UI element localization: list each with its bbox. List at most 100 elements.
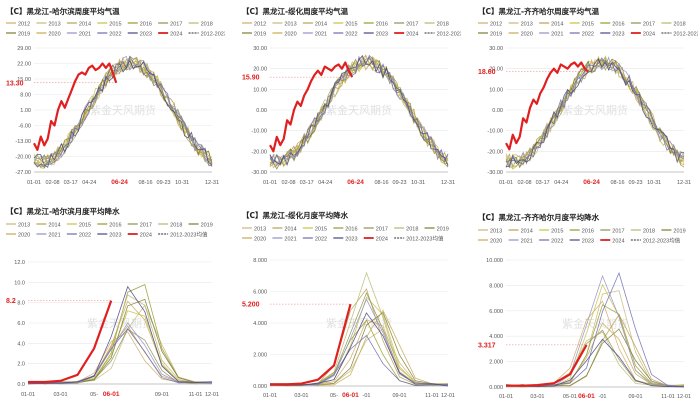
x-tick-label: 03-01 [530, 394, 544, 400]
legend-label: 2019 [18, 32, 30, 38]
x-tick-label: 03-17 [536, 180, 550, 186]
x-tick-label: 12-01 [205, 392, 219, 398]
x-tick-label: 03-17 [64, 180, 78, 186]
legend-label: 2020 [284, 32, 296, 38]
legend-label: 2019 [673, 229, 685, 235]
x-tick-label: -01 [598, 394, 606, 400]
y-tick-label: -30.00 [487, 170, 503, 176]
x-tick-label: 08-16 [610, 180, 624, 186]
x-tick-label: 10-31 [647, 180, 661, 186]
series-line-2023 [269, 54, 449, 167]
y-tick-label: 10.0 [14, 280, 25, 286]
y-tick-label: 8.00 [20, 93, 31, 99]
chart-title: 【C】黑龙江-哈尔滨周度平均气温 [6, 7, 120, 16]
legend-label: 2022 [551, 239, 563, 245]
legend-label: 2024 [612, 239, 624, 245]
legend: 2012 2013 2014 2015 2016 2017 2018 2019 2020 2021… [242, 22, 461, 38]
legend-label: 2022 [345, 32, 357, 38]
y-tick-label: 6.000 [253, 290, 267, 296]
legend: 2013 2014 2015 2016 2017 2018 2019 2020 2021 2022… [242, 227, 449, 243]
chart-suihua-temp: 【C】黑龙江-绥化周度平均气温 2012 2013 2014 2015 2016 2017… [236, 6, 461, 198]
y-tick-label: 10.00 [489, 87, 503, 93]
x-tick-label: 12-31 [205, 180, 219, 186]
legend-label: 2021 [79, 32, 91, 38]
x-tick-label: 08-16 [374, 180, 388, 186]
series-line-2022 [505, 57, 685, 165]
legend-label: 2015 [345, 22, 357, 28]
y-tick-label: 8.000 [253, 258, 267, 264]
series-line-2012 [27, 331, 213, 385]
y-tick-label: 30.00 [253, 46, 267, 52]
legend-label: 2018 [643, 229, 655, 235]
legend-label: 2017 [643, 22, 655, 28]
legend-label: 2013 [48, 22, 60, 28]
x-tick-label: 12-31 [677, 180, 691, 186]
chart-svg: 2013 2014 2015 2016 2017 2018 2019 2020 2021 2022… [6, 223, 219, 398]
y-tick-label: 4.000 [253, 321, 267, 327]
x-tick-label: 01-01 [263, 180, 277, 186]
legend-label: 2012-2023均值 [406, 235, 444, 243]
legend-label: 2022 [315, 237, 327, 243]
series-line-2024 [28, 300, 113, 384]
series-line-2020 [33, 57, 213, 168]
x-tick-highlight: 06-24 [347, 179, 364, 186]
legend-label: 2016 [345, 227, 357, 233]
legend-label: 2020 [521, 32, 533, 38]
legend-label: 2014 [48, 223, 60, 229]
legend-label: 2022 [582, 32, 594, 38]
y-tick-label: -13.00 [15, 139, 31, 145]
series-line-2016 [27, 284, 212, 385]
legend-label: 2014 [315, 22, 327, 28]
chart-qiqihar-temp: 【C】黑龙江-齐齐哈尔周度平均气温 2012 2013 2014 2015 2016 20… [472, 6, 698, 198]
legend-label: 2021 [521, 239, 533, 245]
legend: 2012 2013 2014 2015 2016 2017 2018 2019 2020 2021… [478, 22, 698, 38]
y-tick-label: 4.000 [489, 334, 503, 340]
y-tick-label: 2.000 [489, 360, 503, 366]
legend-label: 2016 [109, 223, 121, 229]
legend-label: 2019 [254, 32, 266, 38]
legend-label: 2020 [48, 32, 60, 38]
legend-label: 2015 [315, 227, 327, 233]
y-tick-label: -6.00 [18, 124, 31, 130]
legend-label: 2014 [284, 227, 296, 233]
chart-title: 【C】黑龙江-齐齐哈尔周度平均气温 [478, 7, 600, 16]
legend-label: 2015 [109, 22, 121, 28]
x-tick-label: -01 [362, 393, 370, 399]
x-tick-label: 12-01 [677, 394, 691, 400]
x-tick-label: 09-01 [155, 392, 169, 398]
x-tick-label: 11-01 [189, 392, 203, 398]
legend-label: 2023 [612, 32, 624, 38]
y-tick-label: 6.0 [17, 321, 25, 327]
legend-label: 2019 [201, 223, 213, 229]
x-tick-label: 09-23 [157, 180, 171, 186]
series-line-2023 [33, 59, 213, 168]
y-tick-label: 15.00 [17, 77, 31, 83]
legend-label: 2021 [315, 32, 327, 38]
x-tick-label: 01-01 [21, 392, 35, 398]
legend-label: 2013 [254, 227, 266, 233]
legend-label: 2015 [551, 229, 563, 235]
series-line-2020 [505, 322, 685, 388]
x-tick-label: 01-01 [27, 180, 41, 186]
x-tick-label: 01-01 [263, 393, 277, 399]
y-tick-label: 10.00 [253, 87, 267, 93]
y-tick-label: -20.00 [487, 149, 503, 155]
legend-label: 2023 [376, 32, 388, 38]
legend-label: 2023 [109, 233, 121, 239]
x-tick-label: 01-01 [499, 180, 513, 186]
legend-label: 2017 [170, 22, 182, 28]
legend-label: 2024 [406, 32, 418, 38]
legend: 2013 2014 2015 2016 2017 2018 2019 2020 2021 2022… [478, 229, 686, 245]
x-tick-label: 04-24 [82, 180, 96, 186]
highlight-value-label: 3.317 [478, 342, 496, 349]
y-tick-label: 20.00 [253, 67, 267, 73]
legend-label: 2016 [612, 22, 624, 28]
legend-label: 2012-2023均值 [170, 231, 208, 239]
series-line-2023 [505, 338, 685, 388]
legend-label: 2020 [18, 233, 30, 239]
x-tick-label: 02-08 [46, 180, 60, 186]
x-tick-label: 09-01 [392, 393, 406, 399]
legend-label: 2013 [284, 22, 296, 28]
y-tick-label: 2.0 [17, 362, 25, 368]
watermark: 紫金天风期货 [90, 103, 156, 117]
